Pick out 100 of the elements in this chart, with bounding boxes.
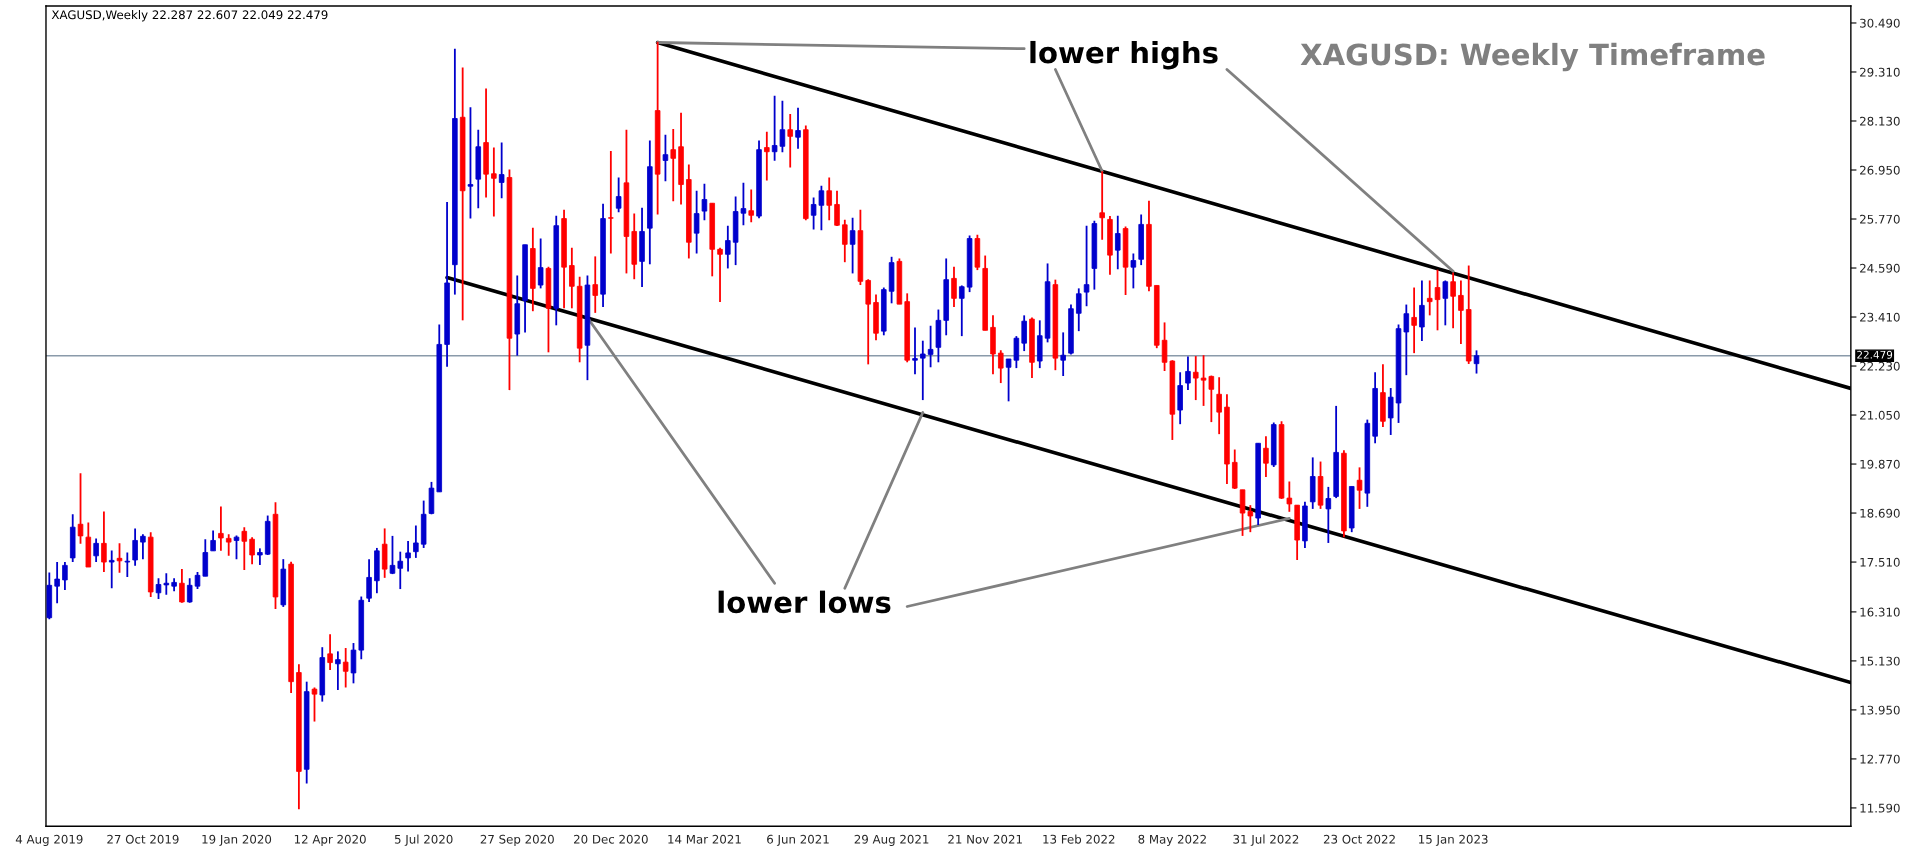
candlestick	[249, 536, 255, 566]
y-tick-label: 30.490	[1860, 18, 1900, 28]
candlestick	[764, 130, 770, 182]
candlestick	[748, 188, 754, 224]
candlestick	[826, 176, 832, 222]
candlestick	[927, 324, 934, 369]
x-tick-label: 20 Dec 2020	[574, 834, 648, 844]
candlestick	[1192, 355, 1199, 401]
candlestick	[116, 542, 123, 574]
candlestick	[865, 278, 871, 366]
candlestick	[842, 218, 848, 264]
candlestick	[397, 550, 404, 590]
y-tick-label: 23.410	[1860, 312, 1900, 322]
candlestick	[1434, 268, 1441, 332]
y-tick-label: 18.690	[1860, 508, 1900, 518]
candlestick	[186, 577, 193, 604]
candlestick	[210, 529, 216, 552]
candlestick	[366, 558, 372, 603]
candlestick	[1083, 224, 1090, 308]
candlestick	[569, 246, 575, 310]
candlestick	[693, 189, 700, 255]
y-tick-label: 13.950	[1860, 705, 1900, 715]
candlestick	[1387, 387, 1394, 436]
candlestick	[1473, 349, 1480, 375]
x-tick-label: 21 Nov 2021	[948, 834, 1022, 844]
candlestick	[1356, 466, 1363, 510]
candlestick	[241, 526, 248, 571]
candlestick	[1216, 376, 1222, 436]
x-tick-label: 29 Aug 2021	[854, 834, 929, 846]
candlestick	[327, 633, 333, 671]
candlestick	[225, 533, 232, 557]
candlestick	[218, 505, 224, 552]
candlestick	[54, 561, 60, 605]
candlestick	[701, 182, 708, 222]
x-tick-label: 15 Jan 2023	[1419, 834, 1488, 846]
candlestick	[491, 146, 497, 218]
candlestick	[959, 284, 965, 338]
candlestick	[1115, 214, 1121, 271]
y-tick-label: 11.590	[1860, 803, 1900, 813]
candlestick	[140, 533, 146, 561]
x-tick-label: 6 Jun 2021	[767, 834, 829, 846]
candlestick	[1021, 314, 1027, 352]
candlestick	[405, 539, 411, 573]
candlestick	[920, 339, 926, 401]
candlestick	[350, 642, 357, 685]
candlestick	[834, 189, 840, 227]
candlestick	[413, 524, 419, 559]
candlestick	[1076, 287, 1082, 333]
candlestick	[1185, 355, 1191, 392]
y-tick-label: 29.310	[1860, 67, 1900, 77]
candlestick	[62, 561, 68, 591]
y-tick-label: 16.310	[1860, 607, 1900, 617]
candlestick	[1426, 279, 1433, 317]
x-tick-label: 12 Apr 2020	[294, 834, 366, 846]
candlestick	[132, 527, 138, 567]
candlestick	[467, 106, 474, 220]
candlestick	[537, 237, 544, 290]
y-tick-label: 28.130	[1860, 116, 1900, 126]
y-tick-label: 17.510	[1860, 557, 1900, 567]
x-tick-label: 14 Mar 2021	[668, 834, 741, 844]
candlestick	[311, 686, 318, 723]
candlestick	[1458, 279, 1464, 345]
candlestick	[849, 216, 856, 275]
candlestick	[179, 568, 185, 604]
candlestick	[93, 537, 99, 563]
candlestick	[202, 538, 209, 578]
chart-title: XAGUSD,Weekly 22.287 22.607 22.049 22.479	[51, 10, 328, 22]
candlestick	[912, 326, 918, 376]
candlestick	[787, 113, 793, 169]
y-tick-label: 21.050	[1860, 410, 1900, 420]
candlestick	[662, 133, 669, 183]
candlestick	[155, 577, 162, 600]
candlestick	[795, 106, 801, 150]
annotation: lower highs	[1030, 40, 1218, 70]
annotation: XAGUSD: Weekly Timeframe	[1300, 42, 1765, 72]
candlestick	[670, 127, 676, 203]
candlestick	[608, 149, 614, 255]
candlestick	[163, 572, 170, 596]
candlestick	[615, 176, 622, 214]
candlestick	[1442, 279, 1449, 327]
candlestick	[1263, 435, 1269, 478]
candlestick	[124, 551, 131, 578]
candlestick	[717, 246, 723, 303]
candlestick	[951, 265, 957, 308]
candlestick	[342, 647, 349, 689]
annotation: lower lows	[718, 590, 891, 614]
candlestick	[108, 549, 115, 590]
candlestick	[592, 255, 598, 314]
candlestick	[1450, 271, 1456, 330]
candlestick	[725, 224, 731, 270]
candlestick	[1419, 279, 1425, 343]
y-tick-label: 22.230	[1860, 361, 1900, 371]
ref-line-label: 22.479	[1857, 350, 1893, 359]
x-tick-label: 4 Aug 2019	[15, 834, 83, 846]
x-tick-label: 23 Oct 2022	[1323, 834, 1395, 844]
y-tick-label: 25.770	[1860, 214, 1900, 224]
x-tick-label: 27 Oct 2019	[107, 834, 179, 844]
y-tick-label: 24.590	[1860, 263, 1900, 273]
candlestick	[1099, 170, 1105, 241]
x-tick-label: 5 Jul 2020	[394, 834, 453, 846]
